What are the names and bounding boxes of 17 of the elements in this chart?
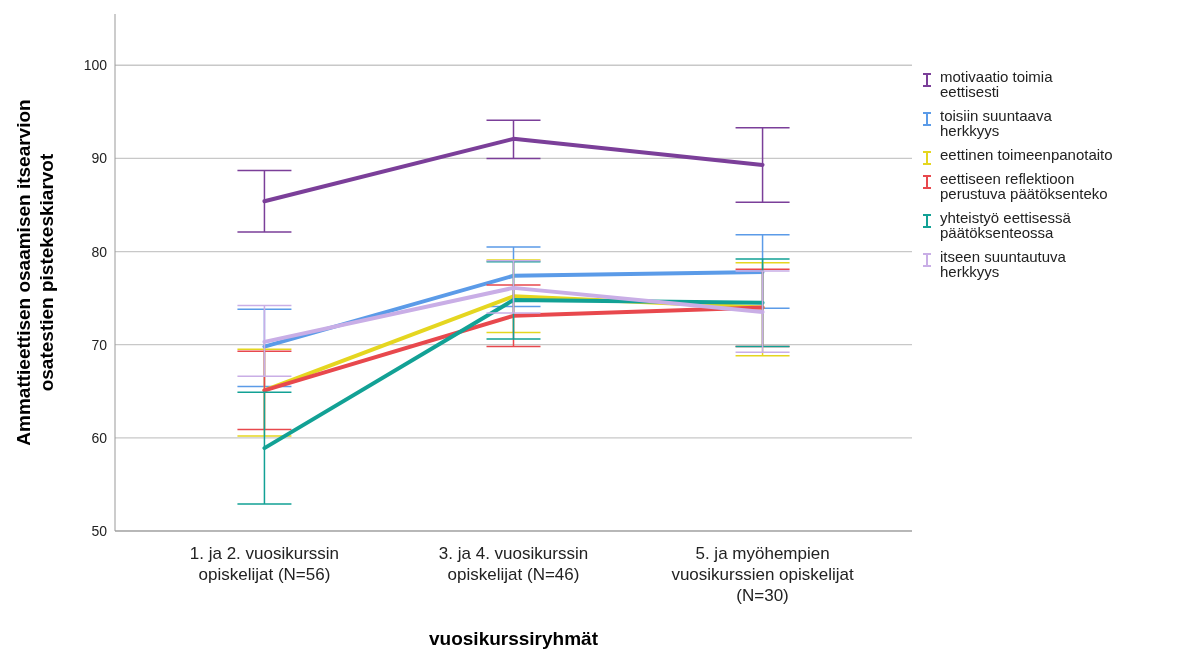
y-tick-label: 70 [91,336,108,353]
x-tick-label: 1. ja 2. vuosikurssin opiskelijat (N=56) [189,544,340,584]
x-tick-label: 3. ja 4. vuosikurssin opiskelijat (N=46) [438,544,589,584]
legend-label: eettinen toimeenpanotaito [940,146,1113,163]
x-axis-title: vuosikurssiryhmät [429,628,599,649]
legend-label: motivaatio toimia eettisesti [940,68,1054,100]
legend-label: itseen suuntautuva herkkyys [940,248,1067,280]
y-tick-label: 60 [91,429,108,446]
y-tick-label: 50 [91,523,108,539]
legend-label: yhteistyö eettisessä päätöksenteossa [940,209,1072,241]
y-axis-title: Ammattieettisen osaamisen itsearvion osatestien pistekeskiarvot [13,99,57,446]
y-tick-label: 90 [91,150,108,167]
y-tick-label: 100 [83,57,108,74]
legend-label: toisiin suuntaava herkkyys [940,107,1053,139]
y-tick-label: 80 [91,243,108,260]
x-tick-label: 5. ja myöhempien vuosikurssien opiskelijat (N=30) [671,544,855,605]
legend-label: eettiseen reflektioon perustuva päätöksenteko [940,170,1108,202]
